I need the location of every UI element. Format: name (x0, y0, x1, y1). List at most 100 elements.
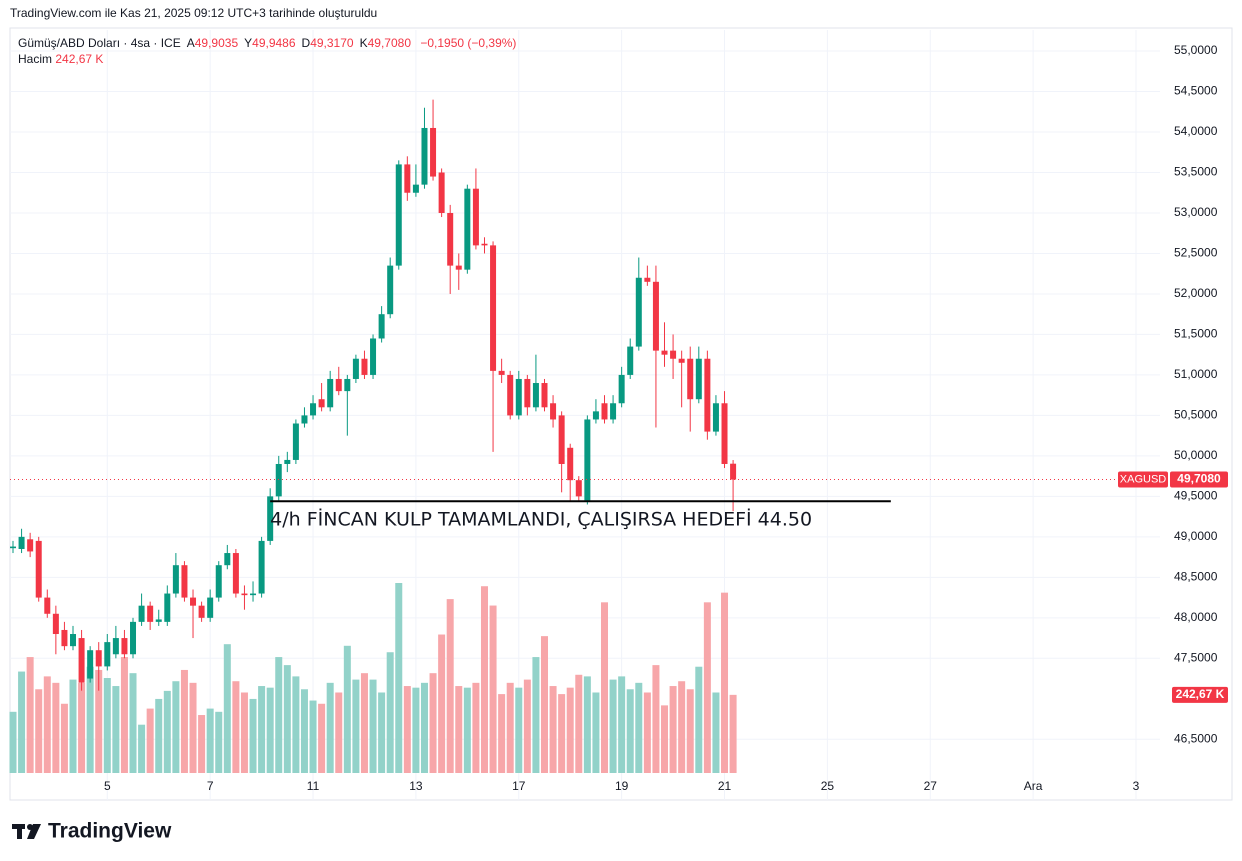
candle-body (404, 164, 411, 193)
candle-body (275, 463, 282, 497)
candle-body (344, 378, 351, 392)
logo-text: TradingView (48, 820, 172, 843)
y-tick-label: 48,5000 (1174, 570, 1218, 584)
x-tick-label: 25 (821, 779, 835, 793)
volume-bar (403, 686, 411, 773)
volume-bar (103, 678, 111, 773)
candle-body (601, 403, 608, 420)
candle-body (292, 423, 299, 460)
candle-body (95, 650, 102, 667)
legend-value: 49,9035 (194, 36, 239, 50)
volume-bar (472, 682, 480, 773)
volume-bar (523, 679, 531, 773)
candle-body (464, 188, 471, 270)
candle-body (730, 463, 737, 480)
x-tick-label: 27 (924, 779, 938, 793)
y-tick-label: 47,5000 (1174, 650, 1218, 664)
candle-body (567, 447, 574, 481)
volume-bar (686, 689, 694, 773)
volume-bar (360, 673, 368, 773)
x-tick-label: 5 (104, 779, 111, 793)
candle-body (481, 243, 488, 246)
volume-bar (643, 692, 651, 773)
volume-bar (69, 679, 77, 773)
candle-body (327, 378, 334, 408)
y-tick-label: 46,5000 (1174, 731, 1218, 745)
volume-bar (240, 692, 248, 773)
candle-body (661, 350, 668, 355)
legend-key: A (186, 36, 195, 50)
candle-body (130, 621, 137, 655)
volume-bar (146, 708, 154, 773)
candle-body (627, 346, 634, 375)
candle-body (172, 565, 179, 594)
candle-body (310, 403, 317, 416)
volume-bar (498, 694, 506, 773)
volume-bar (386, 652, 394, 773)
candle-body (155, 619, 162, 622)
y-tick-label: 50,5000 (1174, 408, 1218, 422)
volume-bars (9, 583, 737, 773)
legend-key: Y (244, 36, 253, 50)
candle-body (678, 358, 685, 363)
candle-body (258, 540, 265, 594)
candle-body (524, 378, 531, 408)
candle-body (670, 350, 677, 359)
volume-bar (112, 686, 120, 773)
volume-bar (592, 692, 600, 773)
candle-body (412, 184, 419, 193)
y-tick-label: 54,5000 (1174, 84, 1218, 98)
candle-body (104, 642, 111, 667)
candle-body (232, 553, 239, 594)
volume-bar (575, 674, 583, 773)
volume-bar (618, 676, 626, 773)
y-tick-label: 49,0000 (1174, 529, 1218, 543)
volume-bar (26, 657, 34, 773)
candle-body (352, 358, 359, 379)
candle-body (515, 378, 522, 416)
candle-body (644, 277, 651, 282)
volume-badge-text: 242,67 K (1176, 687, 1225, 701)
volume-bar (678, 681, 686, 773)
candle-body (455, 265, 462, 270)
price-badge (1170, 471, 1228, 488)
candles (10, 99, 737, 691)
volume-bar (429, 673, 437, 773)
caption: TradingView.com ile Kas 21, 2025 09:12 U… (10, 6, 377, 20)
volume-bar (420, 682, 428, 773)
candle-body (687, 358, 694, 400)
volume-bar (626, 689, 634, 773)
symbol-badge-text: XAGUSD (1120, 473, 1167, 485)
candle-body (78, 638, 85, 683)
candle-body (532, 383, 539, 408)
volume-bar (206, 708, 214, 773)
volume-bar (609, 679, 617, 773)
candle-body (112, 638, 119, 655)
candle-body (610, 403, 617, 420)
y-tick-label: 50,0000 (1174, 448, 1218, 462)
candle-body (421, 127, 428, 185)
volume-title: Hacim (18, 52, 53, 66)
candle-body (438, 172, 445, 213)
volume-bar (703, 602, 711, 773)
volume-bar (463, 687, 471, 773)
candle-body (35, 540, 42, 598)
x-tick-label: 3 (1133, 779, 1140, 793)
volume-bar (412, 687, 420, 773)
legend-title: Gümüş/ABD Doları · 4sa · ICE (18, 36, 181, 50)
candle-body (652, 281, 659, 351)
y-tick-label: 51,5000 (1174, 327, 1218, 341)
candle-body (712, 403, 719, 432)
candle-body (370, 338, 377, 375)
volume-bar (446, 599, 454, 773)
volume-bar (549, 686, 557, 773)
legend-value: 49,9486 (252, 36, 296, 50)
candle-body (164, 593, 171, 622)
volume-bar (258, 686, 266, 773)
candle-body (181, 565, 188, 598)
candle-body (18, 536, 25, 550)
x-tick-label: 17 (512, 779, 526, 793)
